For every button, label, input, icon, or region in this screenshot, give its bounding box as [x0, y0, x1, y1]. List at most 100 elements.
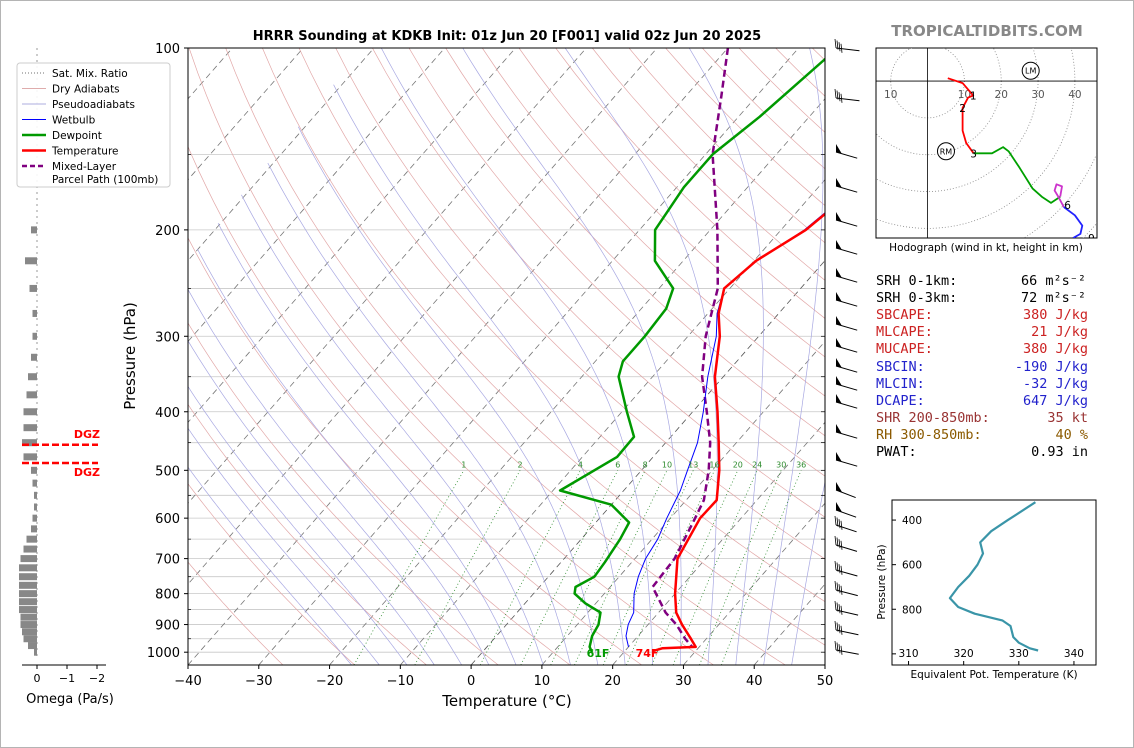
barb-staff	[835, 569, 858, 577]
param-row: MLCIN: -32 J/kg	[876, 376, 1088, 393]
param-value: 40 %	[1055, 426, 1088, 443]
barb-pennant	[836, 394, 842, 404]
param-row: SBCIN: -190 J/kg	[876, 359, 1088, 376]
param-row: MLCAPE: 21 J/kg	[876, 324, 1088, 341]
param-row: SHR 200-850mb: 35 kt	[876, 410, 1088, 427]
mixing-ratio-label: 20	[733, 460, 743, 469]
pseudoadiabat-line	[241, 194, 544, 665]
omega-bar	[23, 408, 37, 416]
param-value: 0.93 in	[1031, 444, 1088, 460]
theta-e-line	[948, 501, 1039, 652]
mixing-ratio-label: 2	[518, 460, 523, 469]
barb-flag	[840, 585, 843, 595]
dry-adiabat-line	[298, 48, 825, 603]
hodograph-segment-6-9km	[1053, 183, 1065, 208]
mixing-ratio-line	[602, 470, 694, 665]
isotherm-line	[188, 48, 304, 181]
x-tick-label: 50	[817, 674, 834, 689]
barb-flag	[836, 537, 839, 547]
wind-barb	[835, 394, 858, 409]
wind-barbs	[834, 38, 860, 655]
barb-flag	[834, 560, 837, 571]
barb-flag	[838, 539, 841, 549]
x-tick-label: −20	[316, 674, 343, 689]
legend-label: Mixed-Layer	[52, 161, 117, 173]
barb-flag	[838, 604, 841, 614]
param-value: 21 J/kg	[1031, 324, 1088, 341]
hodograph-height-label: 1	[970, 91, 977, 103]
theta-e-x-tick-label: 320	[954, 648, 974, 660]
barb-flag	[838, 624, 841, 634]
dry-adiabat-line	[555, 48, 825, 319]
param-value: 380 J/kg	[1022, 307, 1088, 324]
storm-motion-label: RM	[940, 147, 953, 156]
theta-e-frame	[891, 499, 1097, 666]
theta-e-y-label: Pressure (hPa)	[876, 544, 888, 619]
param-label: RH 300-850mb:	[876, 426, 982, 443]
hodograph-ring-label: 30	[1031, 89, 1044, 101]
omega-bar	[20, 621, 37, 629]
param-row: MUCAPE: 380 J/kg	[876, 341, 1088, 358]
dry-adiabat-line	[445, 48, 825, 437]
legend-label: Temperature	[51, 146, 119, 158]
theta-e-axes: 310 320 330 340 400 600 800	[892, 515, 1084, 665]
theta-e-y-tick-label: 600	[902, 560, 922, 572]
mixing-ratio-line	[479, 470, 581, 665]
barb-flag	[840, 540, 843, 550]
barb-staff	[835, 544, 858, 552]
mixing-ratio-label: 16	[709, 460, 719, 469]
legend-label: Sat. Mix. Ratio	[52, 68, 128, 80]
y-tick-label: 800	[155, 588, 180, 603]
wind-barb	[835, 424, 858, 439]
pseudoadiabat-line	[188, 340, 435, 665]
pseudoadiabat-line	[297, 126, 599, 665]
dgz-markers: DGZ DGZ	[22, 428, 100, 479]
omega-bar	[19, 590, 37, 598]
x-tick-label: −10	[387, 674, 414, 689]
mixing-ratio-line	[414, 470, 521, 665]
wind-barb	[834, 640, 859, 655]
barb-flag	[836, 622, 839, 632]
omega-bar	[25, 257, 37, 265]
barb-pennant	[836, 292, 842, 302]
param-value: 72 m²s⁻²	[1020, 290, 1086, 307]
barb-flag	[834, 620, 837, 631]
legend-label: Dry Adiabats	[52, 84, 120, 96]
param-label: MLCAPE:	[876, 324, 933, 341]
omega-bar	[32, 479, 37, 487]
param-label: SBCAPE:	[876, 307, 933, 324]
barb-pennant	[836, 338, 842, 348]
omega-bar	[32, 332, 37, 340]
omega-bar	[20, 613, 37, 621]
barb-pennant	[836, 376, 842, 386]
hodograph-frame	[875, 47, 1098, 239]
isotherm-line	[258, 48, 799, 665]
omega-bar	[19, 573, 37, 581]
param-value: 647 J/kg	[1022, 392, 1088, 409]
omega-bar	[20, 555, 37, 563]
barb-staff	[835, 589, 858, 597]
isotherm-line	[188, 48, 658, 585]
barb-flag	[836, 90, 839, 100]
wind-barb	[834, 600, 859, 616]
omega-bar	[31, 525, 37, 533]
param-label: SRH 0-1km:	[876, 273, 958, 289]
omega-bar	[32, 514, 37, 522]
pseudoadiabat-line	[688, 48, 764, 665]
omega-tick-label: −1	[59, 672, 75, 685]
barb-flag	[838, 564, 841, 574]
pseudoadiabat-line	[217, 223, 517, 665]
omega-bar	[23, 635, 37, 643]
pseudoadiabat-line	[564, 48, 718, 665]
theta-e-x-tick-label: 340	[1064, 648, 1084, 660]
dry-adiabat-line	[188, 237, 571, 665]
pseudoadiabat-line	[267, 162, 571, 665]
omega-bar	[29, 284, 37, 292]
omega-bar	[28, 642, 37, 650]
omega-tick-label: −2	[89, 672, 105, 685]
dewpoint-line	[558, 57, 825, 653]
wind-barb	[835, 292, 858, 307]
skewt-x-label: Temperature (°C)	[441, 692, 571, 710]
omega-bar	[34, 503, 37, 511]
param-label: MUCAPE:	[876, 341, 933, 358]
